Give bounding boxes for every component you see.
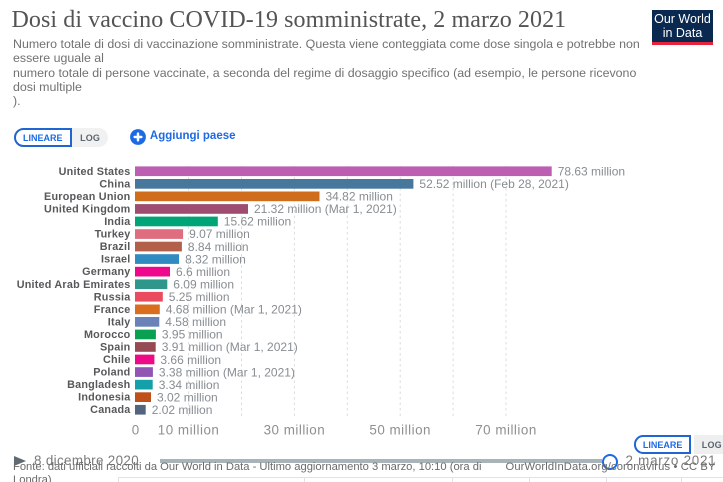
svg-text:3.34 million: 3.34 million bbox=[159, 378, 220, 392]
svg-text:78.63 million: 78.63 million bbox=[558, 165, 625, 179]
svg-text:United Kingdom: United Kingdom bbox=[44, 204, 130, 216]
svg-text:15.62 million: 15.62 million bbox=[224, 215, 291, 229]
svg-text:21.32 million (Mar 1, 2021): 21.32 million (Mar 1, 2021) bbox=[254, 202, 397, 216]
svg-text:India: India bbox=[104, 216, 131, 228]
svg-text:Israel: Israel bbox=[101, 254, 131, 266]
svg-text:3.91 million (Mar 1, 2021): 3.91 million (Mar 1, 2021) bbox=[162, 340, 298, 354]
svg-text:United States: United States bbox=[59, 166, 131, 178]
svg-text:34.82 million: 34.82 million bbox=[326, 190, 393, 204]
svg-text:Morocco: Morocco bbox=[84, 329, 131, 341]
svg-text:4.58 million: 4.58 million bbox=[165, 315, 226, 329]
svg-text:Brazil: Brazil bbox=[100, 241, 131, 253]
svg-text:China: China bbox=[99, 178, 131, 190]
svg-text:4.68 million (Mar 1, 2021): 4.68 million (Mar 1, 2021) bbox=[166, 303, 302, 317]
svg-text:3.38 million (Mar 1, 2021): 3.38 million (Mar 1, 2021) bbox=[159, 365, 295, 379]
svg-text:6.6 million: 6.6 million bbox=[176, 265, 230, 279]
svg-text:52.52 million (Feb 28, 2021): 52.52 million (Feb 28, 2021) bbox=[419, 177, 568, 191]
svg-text:Canada: Canada bbox=[90, 404, 131, 416]
svg-text:Russia: Russia bbox=[94, 291, 132, 303]
svg-text:European Union: European Union bbox=[44, 191, 130, 203]
svg-text:8.84 million: 8.84 million bbox=[188, 240, 249, 254]
svg-text:10 million: 10 million bbox=[158, 422, 220, 437]
svg-text:Germany: Germany bbox=[82, 266, 130, 278]
svg-text:9.07 million: 9.07 million bbox=[189, 227, 250, 241]
svg-text:8.32 million: 8.32 million bbox=[185, 252, 246, 266]
svg-text:Poland: Poland bbox=[93, 367, 130, 379]
svg-text:Spain: Spain bbox=[100, 342, 131, 354]
svg-text:30 million: 30 million bbox=[264, 422, 326, 437]
svg-text:5.25 million: 5.25 million bbox=[169, 290, 230, 304]
svg-text:France: France bbox=[94, 304, 131, 316]
svg-text:United Arab Emirates: United Arab Emirates bbox=[17, 279, 131, 291]
svg-text:3.95 million: 3.95 million bbox=[162, 328, 223, 342]
svg-text:Chile: Chile bbox=[103, 354, 131, 366]
svg-text:Indonesia: Indonesia bbox=[78, 392, 131, 404]
svg-text:Italy: Italy bbox=[108, 316, 131, 328]
svg-text:2.02 million: 2.02 million bbox=[152, 403, 213, 417]
svg-text:70 million: 70 million bbox=[475, 422, 537, 437]
svg-text:3.66 million: 3.66 million bbox=[160, 353, 221, 367]
svg-text:50 million: 50 million bbox=[369, 422, 431, 437]
svg-text:Bangladesh: Bangladesh bbox=[67, 379, 130, 391]
svg-text:3.02 million: 3.02 million bbox=[157, 390, 218, 404]
svg-text:6.09 million: 6.09 million bbox=[173, 278, 234, 292]
svg-text:0: 0 bbox=[132, 422, 140, 437]
svg-text:Turkey: Turkey bbox=[95, 229, 131, 241]
